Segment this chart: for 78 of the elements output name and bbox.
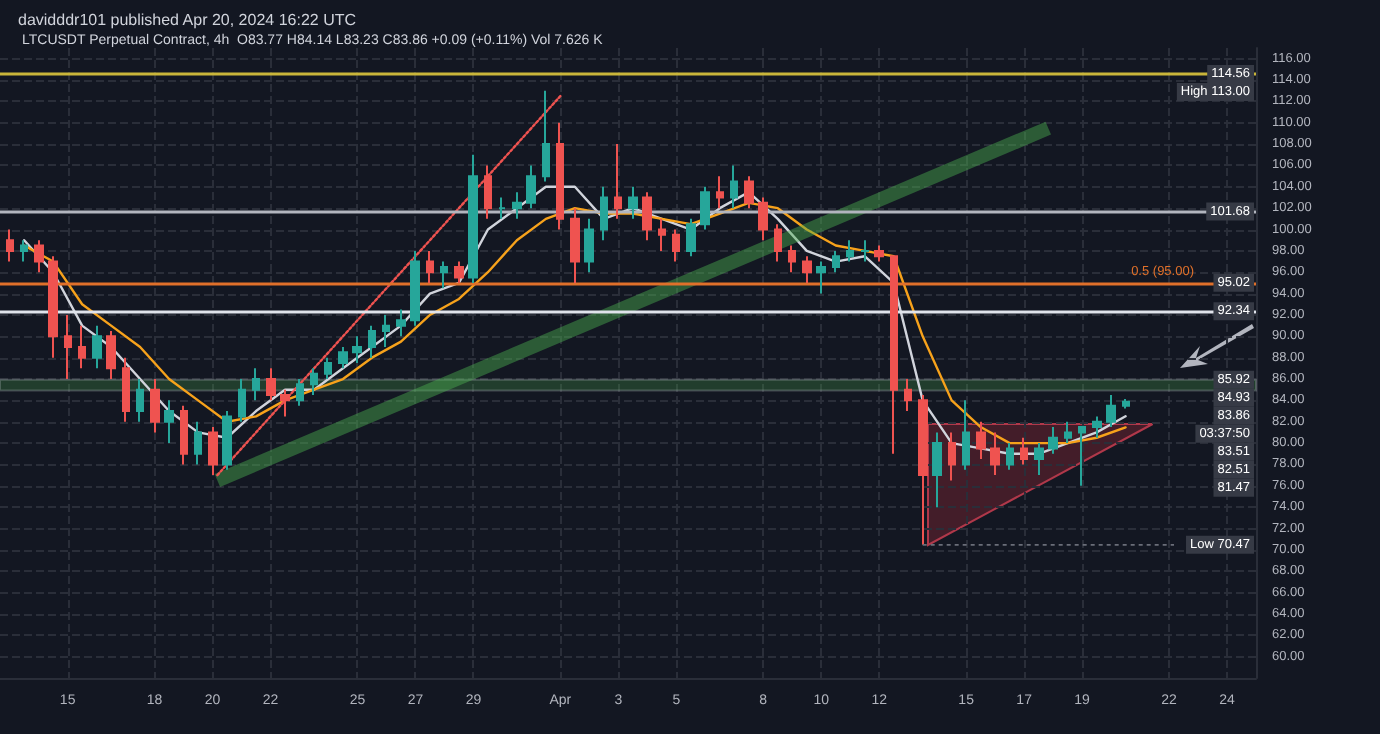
candlestick <box>324 356 332 381</box>
candlestick <box>252 367 260 402</box>
candlestick <box>34 239 44 274</box>
candlestick <box>1020 436 1028 466</box>
candlestick <box>932 431 942 509</box>
candlestick <box>382 313 390 348</box>
candlestick <box>1078 426 1086 487</box>
candlestick <box>658 217 666 252</box>
candlestick <box>194 420 202 466</box>
candlestick <box>396 308 406 338</box>
candlestick <box>990 431 1000 477</box>
candlestick <box>410 249 420 327</box>
candlestick <box>454 260 464 284</box>
candlestick <box>672 228 680 263</box>
candlestick <box>744 175 754 210</box>
candlestick <box>136 378 144 423</box>
candlestick <box>716 175 724 210</box>
candlestick <box>484 164 492 220</box>
candlestick <box>802 255 812 284</box>
candlestick <box>468 153 478 284</box>
candlestick <box>106 329 116 381</box>
candlestick <box>1122 397 1130 410</box>
candlestick <box>976 420 986 461</box>
candlestick <box>296 378 304 407</box>
candlestick <box>440 260 448 290</box>
candlestick <box>600 185 608 242</box>
candlestick <box>918 394 928 546</box>
candlestick <box>774 223 782 263</box>
candlestick <box>352 335 362 364</box>
candlestick <box>280 388 290 418</box>
candlestick <box>368 324 376 359</box>
candlestick <box>426 249 434 284</box>
candlestick <box>556 121 564 231</box>
candlestick <box>238 378 246 423</box>
candlestick <box>816 260 826 295</box>
candlestick <box>222 410 232 471</box>
candlestick <box>1064 420 1072 445</box>
candlestick <box>874 244 884 263</box>
candlestick <box>686 217 696 258</box>
chart-subtitle: davidddr101 published Apr 20, 2024 16:22 UTC <box>18 11 357 29</box>
candlestick <box>1106 394 1116 429</box>
candlestick <box>1006 442 1014 471</box>
candlestick <box>122 356 130 423</box>
candlestick <box>310 367 318 397</box>
candlestick <box>164 399 174 445</box>
candlestick <box>584 217 594 274</box>
candlestick <box>832 249 840 274</box>
candlestick <box>78 324 86 370</box>
candlestick <box>904 378 912 413</box>
candlestick <box>570 207 580 284</box>
candlestick <box>614 143 622 220</box>
candlestick <box>948 431 956 482</box>
candlestick <box>498 196 506 220</box>
candlestick <box>48 255 58 359</box>
candlestick <box>846 239 854 263</box>
candlestick <box>542 89 550 183</box>
candlestick <box>64 313 72 381</box>
candlestick <box>266 367 276 402</box>
candlestick <box>526 164 536 210</box>
candlestick <box>860 239 870 263</box>
candlestick <box>20 239 28 263</box>
candlestick <box>1048 426 1058 455</box>
candlestick <box>628 185 638 220</box>
candlestick <box>962 399 970 471</box>
candlestick <box>700 185 710 231</box>
candlestick <box>150 378 160 434</box>
candlestick <box>6 228 14 263</box>
candlestick <box>92 324 102 370</box>
candlestick <box>730 164 738 210</box>
candlestick <box>180 404 188 466</box>
candlestick <box>642 191 652 242</box>
candlestick <box>1034 442 1044 477</box>
candlestick <box>890 255 898 455</box>
candlestick <box>788 244 796 274</box>
candlestick <box>512 191 522 220</box>
candlestick <box>1092 415 1102 439</box>
candlestick <box>338 345 348 370</box>
candlestick <box>758 196 768 242</box>
